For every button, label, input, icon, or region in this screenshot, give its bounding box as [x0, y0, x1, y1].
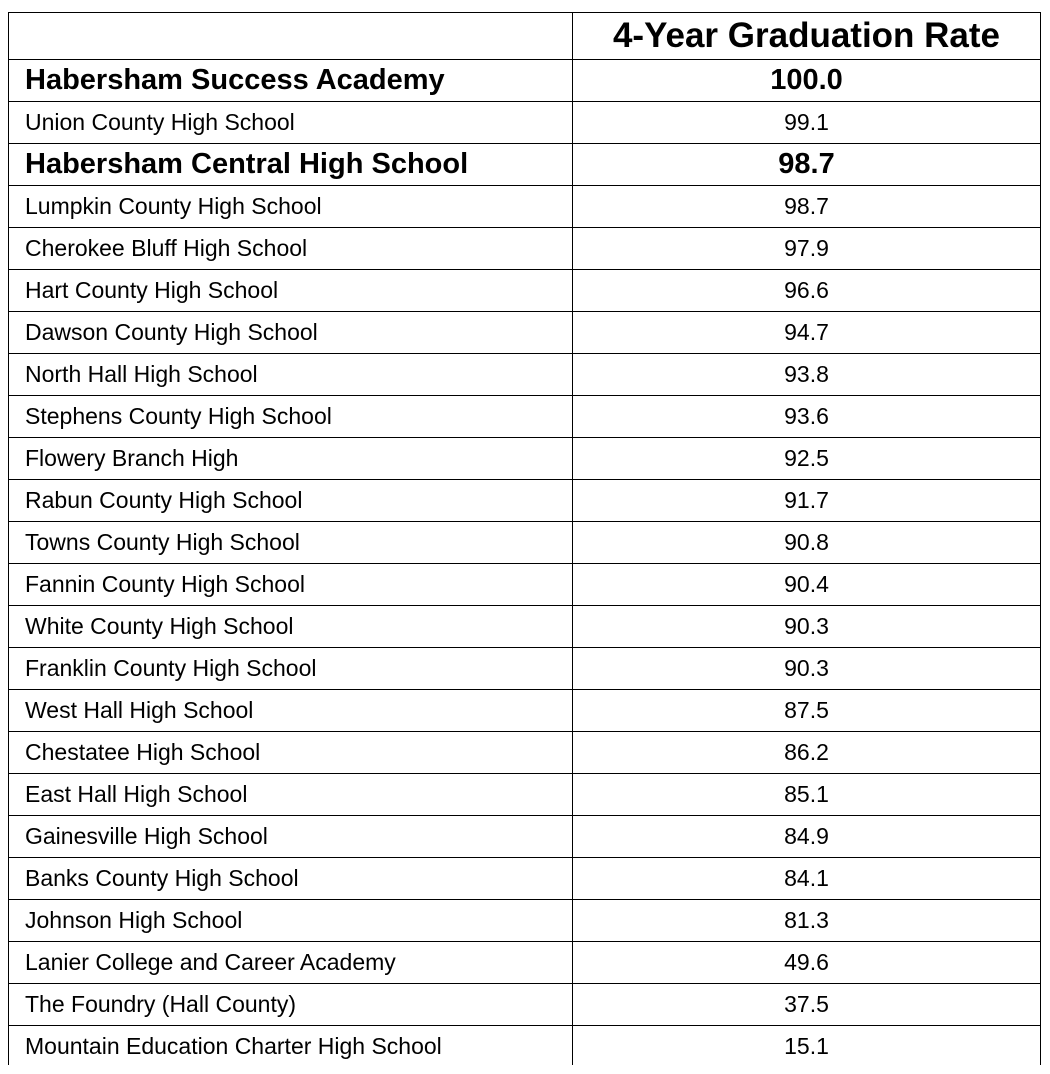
table-container: 4-Year Graduation Rate Habersham Success… [8, 12, 1041, 1065]
header-cell: 4-Year Graduation Rate [572, 12, 1041, 60]
school-name: West Hall High School [8, 689, 573, 732]
graduation-rate: 96.6 [572, 269, 1041, 312]
school-name: Lumpkin County High School [8, 185, 573, 228]
graduation-rate: 15.1 [572, 1025, 1041, 1065]
school-name: Habersham Central High School [8, 143, 573, 186]
table-row: Habersham Central High School 98.7 [8, 143, 1041, 186]
graduation-rate: 93.8 [572, 353, 1041, 396]
graduation-rate: 87.5 [572, 689, 1041, 732]
graduation-rate: 90.3 [572, 647, 1041, 690]
school-name: White County High School [8, 605, 573, 648]
graduation-rate: 90.4 [572, 563, 1041, 606]
graduation-table: 4-Year Graduation Rate Habersham Success… [8, 12, 1041, 1065]
table-row: Chestatee High School 86.2 [8, 731, 1041, 774]
table-row: Johnson High School 81.3 [8, 899, 1041, 942]
graduation-rate: 99.1 [572, 101, 1041, 144]
school-name: Flowery Branch High [8, 437, 573, 480]
table-row: Lanier College and Career Academy 49.6 [8, 941, 1041, 984]
graduation-rate: 85.1 [572, 773, 1041, 816]
table-row: Fannin County High School 90.4 [8, 563, 1041, 606]
graduation-rate: 37.5 [572, 983, 1041, 1026]
school-name: North Hall High School [8, 353, 573, 396]
graduation-rate: 49.6 [572, 941, 1041, 984]
table-row: Cherokee Bluff High School 97.9 [8, 227, 1041, 270]
school-name: Franklin County High School [8, 647, 573, 690]
school-name: Hart County High School [8, 269, 573, 312]
graduation-rate: 84.1 [572, 857, 1041, 900]
graduation-rate: 90.3 [572, 605, 1041, 648]
table-row: Union County High School 99.1 [8, 101, 1041, 144]
table-row: Dawson County High School 94.7 [8, 311, 1041, 354]
school-name: Fannin County High School [8, 563, 573, 606]
table-row: Rabun County High School 91.7 [8, 479, 1041, 522]
graduation-rate: 98.7 [572, 143, 1041, 186]
header-row: 4-Year Graduation Rate [8, 12, 1041, 60]
table-row: Lumpkin County High School 98.7 [8, 185, 1041, 228]
school-name: Stephens County High School [8, 395, 573, 438]
table-row: Gainesville High School 84.9 [8, 815, 1041, 858]
table-row: Banks County High School 84.1 [8, 857, 1041, 900]
graduation-rate: 81.3 [572, 899, 1041, 942]
graduation-rate: 92.5 [572, 437, 1041, 480]
table-row: Stephens County High School 93.6 [8, 395, 1041, 438]
school-name: Banks County High School [8, 857, 573, 900]
school-name: Mountain Education Charter High School [8, 1025, 573, 1065]
table-row: White County High School 90.3 [8, 605, 1041, 648]
graduation-rate: 100.0 [572, 59, 1041, 102]
graduation-rate: 98.7 [572, 185, 1041, 228]
school-name: Habersham Success Academy [8, 59, 573, 102]
table-row: The Foundry (Hall County) 37.5 [8, 983, 1041, 1026]
table-row: Hart County High School 96.6 [8, 269, 1041, 312]
table-row: North Hall High School 93.8 [8, 353, 1041, 396]
graduation-rate: 86.2 [572, 731, 1041, 774]
school-name: East Hall High School [8, 773, 573, 816]
table-row: East Hall High School 85.1 [8, 773, 1041, 816]
school-name: Lanier College and Career Academy [8, 941, 573, 984]
table-body: 4-Year Graduation Rate Habersham Success… [8, 12, 1041, 1065]
school-name: Dawson County High School [8, 311, 573, 354]
school-name: Gainesville High School [8, 815, 573, 858]
graduation-rate: 84.9 [572, 815, 1041, 858]
school-name: Cherokee Bluff High School [8, 227, 573, 270]
school-name: Chestatee High School [8, 731, 573, 774]
school-name: Johnson High School [8, 899, 573, 942]
graduation-rate: 91.7 [572, 479, 1041, 522]
table-row: Mountain Education Charter High School 15… [8, 1025, 1041, 1065]
school-name: Union County High School [8, 101, 573, 144]
graduation-rate: 90.8 [572, 521, 1041, 564]
table-row: Towns County High School 90.8 [8, 521, 1041, 564]
graduation-rate: 97.9 [572, 227, 1041, 270]
graduation-rate: 94.7 [572, 311, 1041, 354]
table-row: Flowery Branch High 92.5 [8, 437, 1041, 480]
graduation-rate: 93.6 [572, 395, 1041, 438]
school-name: Towns County High School [8, 521, 573, 564]
school-name: Rabun County High School [8, 479, 573, 522]
header-cell [8, 12, 573, 60]
table-row: West Hall High School 87.5 [8, 689, 1041, 732]
school-name: The Foundry (Hall County) [8, 983, 573, 1026]
table-row: Franklin County High School 90.3 [8, 647, 1041, 690]
table-row: Habersham Success Academy 100.0 [8, 59, 1041, 102]
